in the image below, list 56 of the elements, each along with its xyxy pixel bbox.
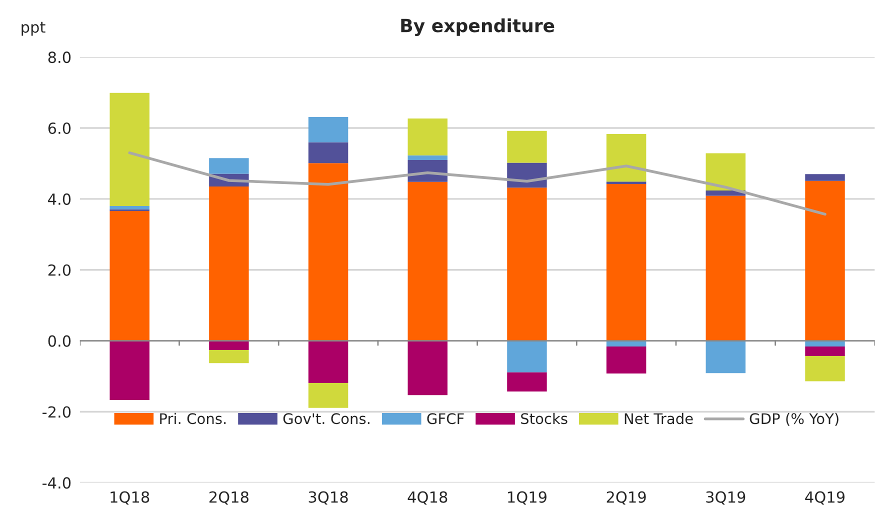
bar [308, 163, 348, 341]
y-tick-label: 8.0 [48, 52, 71, 64]
x-tick-label: 2Q18 [209, 491, 248, 505]
bar [110, 340, 150, 400]
bar [507, 188, 547, 341]
x-tick-label: 4Q19 [805, 491, 845, 505]
x-tick-label: 3Q19 [706, 491, 746, 505]
bar [110, 92, 150, 206]
x-tick-label: 3Q18 [308, 491, 348, 505]
bar [209, 340, 249, 350]
bar [606, 134, 646, 182]
bar [308, 383, 348, 408]
x-tick-label: 4Q18 [408, 491, 448, 505]
x-tick-label: 2Q19 [606, 491, 646, 505]
bar [110, 211, 150, 341]
bar [507, 340, 547, 372]
bar [408, 155, 448, 160]
bar [110, 206, 150, 210]
y-tick-label: 0.0 [48, 335, 71, 347]
legend-label: GFCF [427, 413, 464, 424]
y-axis-title: ppt [22, 22, 46, 36]
y-tick-label: 6.0 [48, 122, 71, 134]
bar [209, 186, 249, 341]
bar [209, 350, 249, 364]
bar [606, 182, 646, 184]
bar [805, 180, 845, 341]
bar [805, 356, 845, 382]
y-tick-label: -2.0 [42, 406, 71, 418]
legend-label: GDP (% YoY) [750, 412, 838, 426]
line-series [128, 151, 826, 216]
bar [706, 196, 746, 341]
legend-label: Pri. Cons. [160, 412, 226, 424]
bar [408, 118, 448, 156]
legend-label: Stocks [521, 412, 568, 424]
y-tick-label: 4.0 [48, 193, 71, 205]
bar [408, 340, 448, 396]
bar [706, 340, 746, 374]
bar [507, 130, 547, 163]
bar [805, 346, 845, 356]
bar [507, 372, 547, 392]
bar [308, 117, 348, 142]
x-tick-label: 1Q19 [508, 491, 546, 505]
legend-label: Gov't. Cons. [283, 413, 370, 424]
bar [308, 340, 348, 384]
legend-label: Net Trade [624, 412, 693, 424]
x-tick-label: 1Q18 [110, 491, 150, 505]
bar [209, 158, 249, 174]
chart-title: By expenditure [401, 18, 554, 36]
bar [606, 184, 646, 341]
bar [408, 182, 448, 341]
bar [805, 174, 845, 181]
y-tick-label: -4.0 [42, 477, 71, 489]
y-tick-label: 2.0 [48, 264, 71, 276]
bar [308, 142, 348, 164]
bar [706, 153, 746, 190]
bar [606, 346, 646, 374]
